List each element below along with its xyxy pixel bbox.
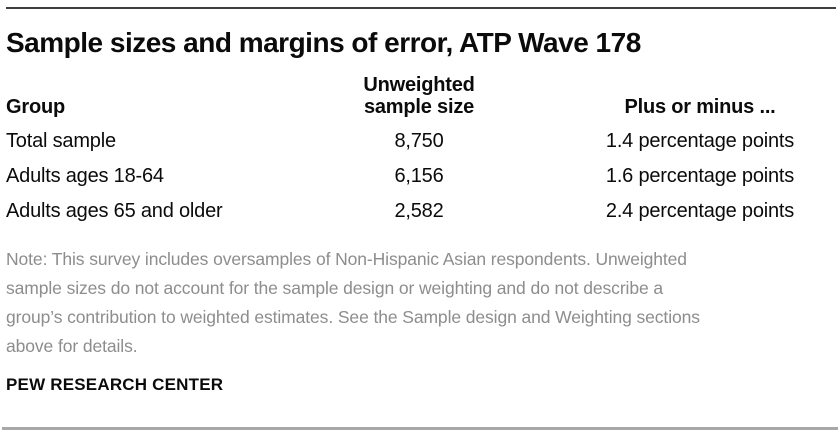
pew-research-center-wordmark: PEW RESEARCH CENTER [6,375,224,394]
table-note: Note: This survey includes oversamples o… [6,245,834,361]
cell-sample-size: 8,750 [394,130,444,152]
cell-margin: 1.6 percentage points [605,165,795,187]
note-line: group’s contribution to weighted estimat… [6,307,700,327]
cell-margin: 2.4 percentage points [605,200,795,222]
top-rule [6,7,836,9]
page-title: Sample sizes and margins of error, ATP W… [6,27,641,58]
table-header-row: Group Unweighted sample size Plus or min… [6,74,840,118]
column-header-sample-size-line2: sample size [363,96,475,118]
column-header-margin: Plus or minus ... [624,96,776,118]
cell-sample-size: 2,582 [394,200,444,222]
cell-sample-size: 6,156 [394,165,444,187]
bottom-rule [2,427,838,430]
note-line: sample sizes do not account for the samp… [6,278,664,298]
cell-margin: 1.4 percentage points [605,130,795,152]
table-body: Total sample 8,750 1.4 percentage points… [0,124,840,229]
column-header-group: Group [6,96,65,118]
table-row: Total sample 8,750 1.4 percentage points [6,124,840,159]
cell-group: Total sample [6,130,116,152]
table-row: Adults ages 65 and older 2,582 2.4 perce… [6,194,840,229]
note-line: Note: This survey includes oversamples o… [6,249,687,269]
note-line: above for details. [6,336,138,356]
cell-group: Adults ages 65 and older [6,200,223,222]
column-header-sample-size-line1: Unweighted [363,74,475,96]
cell-group: Adults ages 18-64 [6,165,164,187]
table-row: Adults ages 18-64 6,156 1.6 percentage p… [6,159,840,194]
column-header-sample-size: Unweighted sample size [339,74,499,118]
